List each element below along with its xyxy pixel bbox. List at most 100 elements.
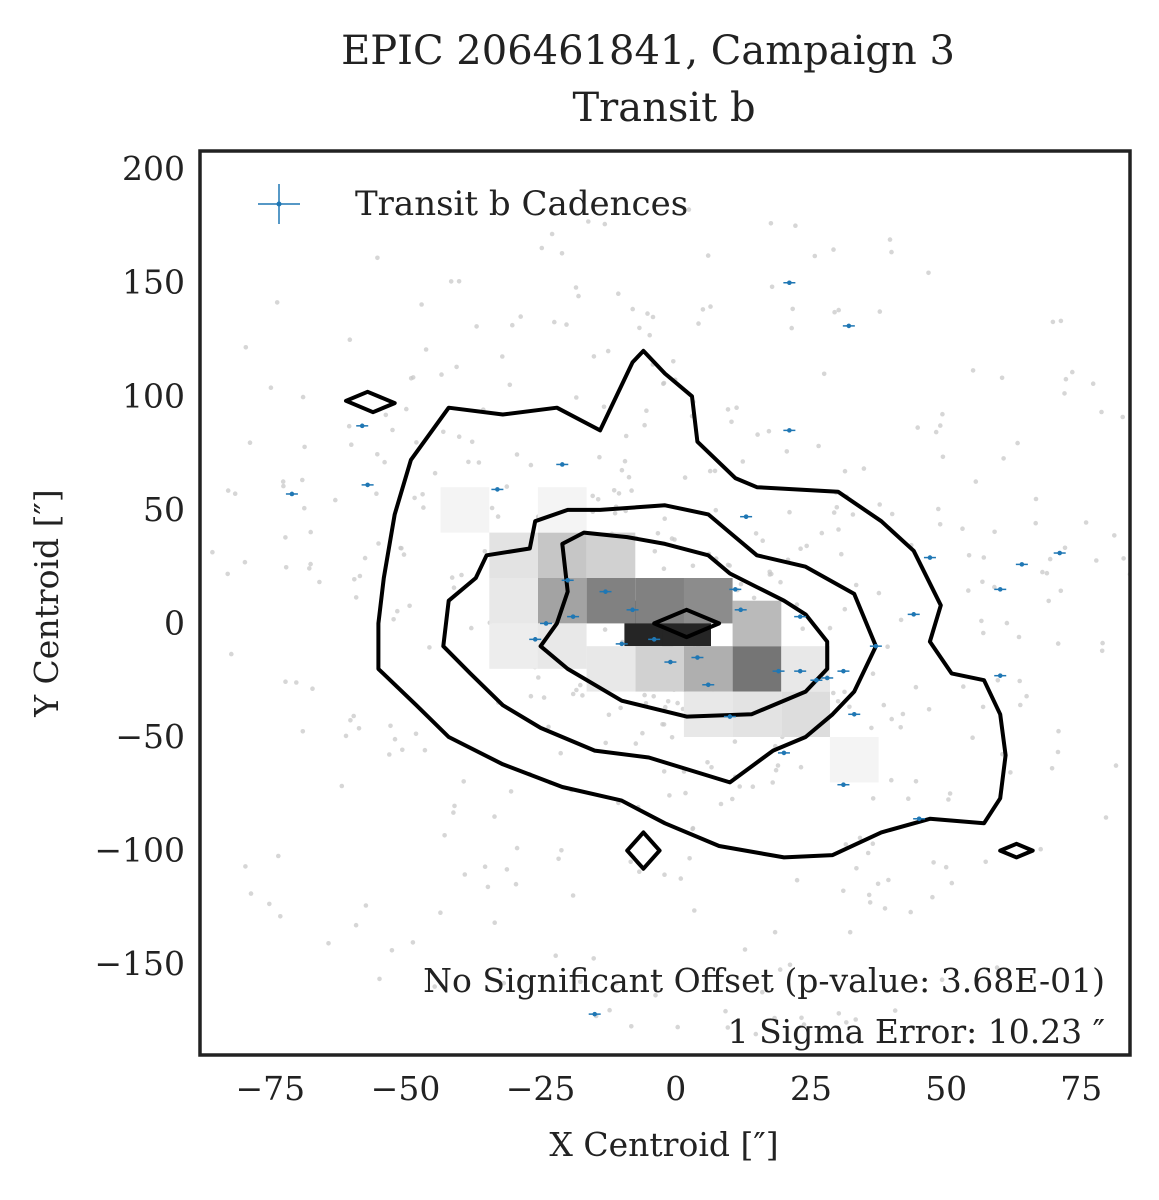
background-point xyxy=(469,439,475,445)
background-point xyxy=(933,429,939,435)
density-bin xyxy=(683,578,733,624)
background-point xyxy=(999,375,1005,381)
cadence-point xyxy=(783,280,796,286)
cadence-point xyxy=(588,1011,601,1017)
background-point xyxy=(760,989,765,995)
cadence-point xyxy=(810,677,823,683)
cadence-point xyxy=(361,482,374,488)
density-bin xyxy=(732,600,782,647)
background-point xyxy=(1120,414,1125,420)
background-point xyxy=(388,723,393,729)
background-point xyxy=(718,801,724,807)
background-point xyxy=(513,881,519,887)
y-tick-label: 50 xyxy=(143,490,185,529)
background-point xyxy=(1001,456,1006,461)
background-point xyxy=(866,892,872,898)
background-point xyxy=(661,769,667,774)
background-point xyxy=(601,404,607,410)
x-tick-label: 0 xyxy=(665,1069,686,1108)
background-point xyxy=(790,306,795,312)
background-point xyxy=(439,372,444,377)
background-point xyxy=(574,395,579,400)
background-point xyxy=(225,488,231,493)
background-point xyxy=(452,803,457,809)
background-point xyxy=(908,909,913,915)
background-point xyxy=(375,452,380,457)
background-point xyxy=(410,940,416,945)
background-point xyxy=(387,752,392,757)
background-point xyxy=(308,529,314,535)
background-point xyxy=(1047,556,1053,562)
cadence-point xyxy=(1015,562,1028,567)
background-point xyxy=(961,684,966,689)
background-point xyxy=(637,869,642,874)
background-point xyxy=(580,693,585,698)
background-point xyxy=(1044,570,1050,576)
background-point xyxy=(898,617,904,623)
background-point xyxy=(576,293,581,299)
background-point xyxy=(861,466,867,471)
background-point xyxy=(857,835,863,841)
background-point xyxy=(750,784,756,789)
background-point xyxy=(495,514,501,519)
y-tick-label: 100 xyxy=(122,376,185,415)
background-point xyxy=(980,579,985,585)
background-point xyxy=(678,876,684,881)
background-point xyxy=(485,884,491,890)
background-point xyxy=(357,573,363,579)
background-point xyxy=(870,841,876,846)
background-point xyxy=(777,967,783,972)
background-point xyxy=(518,314,523,319)
background-point xyxy=(867,900,873,905)
background-point xyxy=(832,309,837,315)
background-point xyxy=(1033,496,1039,502)
background-point xyxy=(326,941,331,946)
background-point xyxy=(966,553,972,558)
background-point xyxy=(931,860,936,865)
background-point xyxy=(229,651,234,657)
background-point xyxy=(427,645,432,650)
cadence-point xyxy=(913,816,926,822)
background-point xyxy=(504,484,510,489)
background-point xyxy=(1063,376,1069,382)
legend-label: Transit b Cadences xyxy=(355,184,688,224)
background-point xyxy=(612,510,618,516)
background-point xyxy=(283,535,288,540)
background-point xyxy=(946,797,951,802)
background-point xyxy=(798,546,803,551)
cadence-point xyxy=(567,614,580,619)
background-point xyxy=(500,354,505,359)
background-point xyxy=(413,731,419,737)
background-point xyxy=(614,980,619,986)
background-point xyxy=(885,644,890,649)
background-point xyxy=(966,588,971,593)
background-point xyxy=(725,562,731,568)
background-point xyxy=(482,864,488,869)
background-point xyxy=(363,903,369,908)
background-point xyxy=(913,684,919,690)
background-point xyxy=(395,608,400,614)
background-point xyxy=(362,555,368,561)
background-point xyxy=(351,713,357,719)
background-point xyxy=(768,221,774,226)
background-point xyxy=(243,864,248,869)
background-point xyxy=(667,793,672,798)
background-point xyxy=(834,505,840,510)
background-point xyxy=(682,475,688,480)
background-point xyxy=(705,760,710,765)
background-point xyxy=(597,454,602,460)
background-point xyxy=(482,549,488,554)
cadence-point xyxy=(729,587,742,592)
chart-subtitle: Transit b xyxy=(572,85,755,131)
background-point xyxy=(232,491,238,497)
background-point xyxy=(422,747,428,753)
background-point xyxy=(671,359,676,364)
background-point xyxy=(869,725,874,731)
background-point xyxy=(831,247,836,252)
background-point xyxy=(930,894,935,900)
background-point xyxy=(913,779,919,784)
background-point xyxy=(590,493,595,499)
background-point xyxy=(842,468,848,474)
background-point xyxy=(1016,634,1022,640)
background-point xyxy=(501,980,507,986)
